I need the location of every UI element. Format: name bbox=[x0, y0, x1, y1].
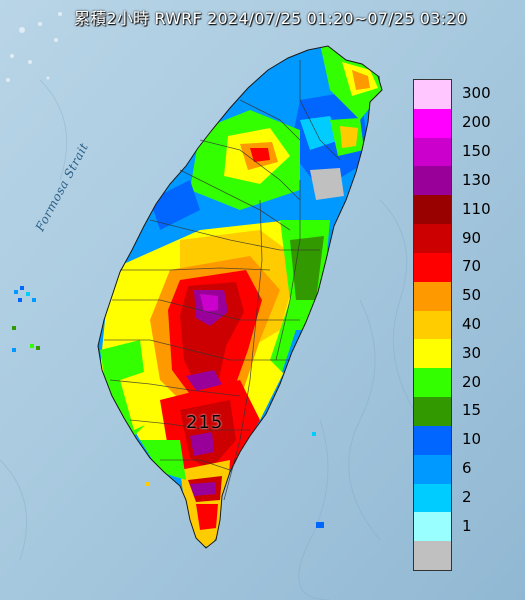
sea-texture bbox=[0, 79, 421, 600]
legend-swatch bbox=[414, 425, 451, 455]
legend-swatch bbox=[414, 224, 451, 253]
legend-label: 50 bbox=[462, 286, 482, 305]
legend-swatch bbox=[414, 281, 451, 311]
legend-label: 15 bbox=[462, 401, 482, 420]
color-legend bbox=[413, 79, 452, 571]
legend-label: 300 bbox=[462, 84, 491, 103]
legend-label: 6 bbox=[462, 459, 472, 478]
map-title: 累積2小時 RWRF 2024/07/25 01:20~07/25 03:20 bbox=[74, 9, 467, 28]
legend-labels: 300 200 150 130 110 90 70 50 40 30 20 15 10 6 2 1 bbox=[462, 79, 522, 571]
legend-swatch bbox=[414, 397, 451, 426]
legend-label: 1 bbox=[462, 516, 472, 535]
legend-swatch bbox=[414, 512, 451, 542]
legend-label: 70 bbox=[462, 257, 482, 276]
legend-swatch bbox=[414, 195, 451, 225]
legend-label: 110 bbox=[462, 199, 491, 218]
legend-swatch bbox=[414, 166, 451, 196]
legend-swatch bbox=[414, 108, 451, 138]
legend-label: 30 bbox=[462, 343, 482, 362]
county-boundaries bbox=[104, 60, 341, 501]
legend-label: 10 bbox=[462, 430, 482, 449]
legend-swatch bbox=[414, 137, 451, 167]
legend-label: 40 bbox=[462, 315, 482, 333]
legend-label: 90 bbox=[462, 228, 482, 247]
legend-swatch bbox=[414, 483, 451, 513]
legend-swatch bbox=[414, 541, 451, 570]
legend-swatch bbox=[414, 80, 451, 109]
cloud-specks bbox=[6, 12, 62, 82]
legend-label: 2 bbox=[462, 487, 472, 506]
legend-swatch bbox=[414, 310, 451, 340]
legend-swatch bbox=[414, 252, 451, 282]
legend-label: 200 bbox=[462, 113, 491, 132]
legend-swatch bbox=[414, 454, 451, 484]
max-rainfall-label: 215 bbox=[186, 412, 224, 433]
legend-label: 130 bbox=[462, 170, 491, 189]
legend-label: 20 bbox=[462, 372, 482, 391]
coastline bbox=[97, 45, 383, 549]
legend-swatch bbox=[414, 339, 451, 369]
legend-label: 150 bbox=[462, 142, 491, 161]
legend-swatch bbox=[414, 368, 451, 398]
